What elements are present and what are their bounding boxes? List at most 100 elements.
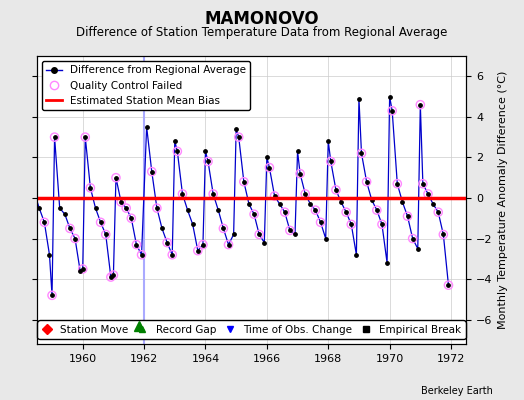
Point [280,209,289,215]
Point [137,252,146,258]
Point [173,148,181,154]
Point [311,207,320,213]
Point [50,134,59,140]
Point [296,170,304,177]
Point [255,231,264,238]
Point [265,164,274,171]
Point [413,246,422,252]
Text: Difference of Station Temperature Data from Regional Average: Difference of Station Temperature Data f… [77,26,447,39]
Point [250,211,258,217]
Point [232,126,241,132]
Point [168,252,177,258]
Point [148,168,156,175]
Point [352,252,361,258]
Point [296,170,304,177]
Point [235,134,243,140]
Point [357,150,366,156]
Point [424,191,432,197]
Point [35,205,43,211]
Point [419,180,427,187]
Point [102,231,110,238]
Point [408,235,417,242]
Point [286,227,294,234]
Point [183,207,192,213]
Point [347,221,355,228]
Point [342,209,351,215]
Point [127,215,136,222]
Point [193,248,202,254]
Point [112,174,120,181]
Point [373,207,381,213]
Point [158,225,166,232]
Point [117,199,125,205]
Point [152,205,161,211]
Point [50,134,59,140]
Point [209,191,217,197]
Point [96,219,105,226]
Point [378,221,386,228]
Point [143,124,151,130]
Point [152,205,161,211]
Point [357,150,366,156]
Point [81,134,90,140]
Point [337,199,345,205]
Point [363,178,371,185]
Point [383,260,391,266]
Point [434,209,442,215]
Point [439,231,447,238]
Point [245,201,253,207]
Point [199,242,207,248]
Point [109,272,117,278]
Point [132,242,140,248]
Point [444,282,453,288]
Point [96,219,105,226]
Point [332,187,340,193]
Point [416,102,424,108]
Point [434,209,442,215]
Point [107,274,115,280]
Point [408,235,417,242]
Point [48,292,56,298]
Point [66,225,74,232]
Point [388,108,396,114]
Point [163,239,171,246]
Point [30,189,38,195]
Point [163,239,171,246]
Point [199,242,207,248]
Point [398,199,407,205]
Point [439,231,447,238]
Point [388,108,396,114]
Point [79,266,87,272]
Point [316,219,325,226]
Point [127,215,136,222]
Point [178,191,187,197]
Point [224,242,233,248]
Point [48,292,56,298]
Point [322,235,330,242]
Point [71,235,79,242]
Point [168,252,177,258]
Point [393,180,401,187]
Point [219,225,227,232]
Point [122,205,130,211]
Point [71,235,79,242]
Point [265,164,274,171]
Point [148,168,156,175]
Point [367,197,376,203]
Point [86,185,94,191]
Point [20,138,28,144]
Point [224,242,233,248]
Point [311,207,320,213]
Point [239,178,248,185]
Point [20,138,28,144]
Point [378,221,386,228]
Point [214,207,223,213]
Point [219,225,227,232]
Point [429,201,438,207]
Point [178,191,187,197]
Point [363,178,371,185]
Point [235,134,243,140]
Point [270,193,279,199]
Point [107,274,115,280]
Point [301,191,309,197]
